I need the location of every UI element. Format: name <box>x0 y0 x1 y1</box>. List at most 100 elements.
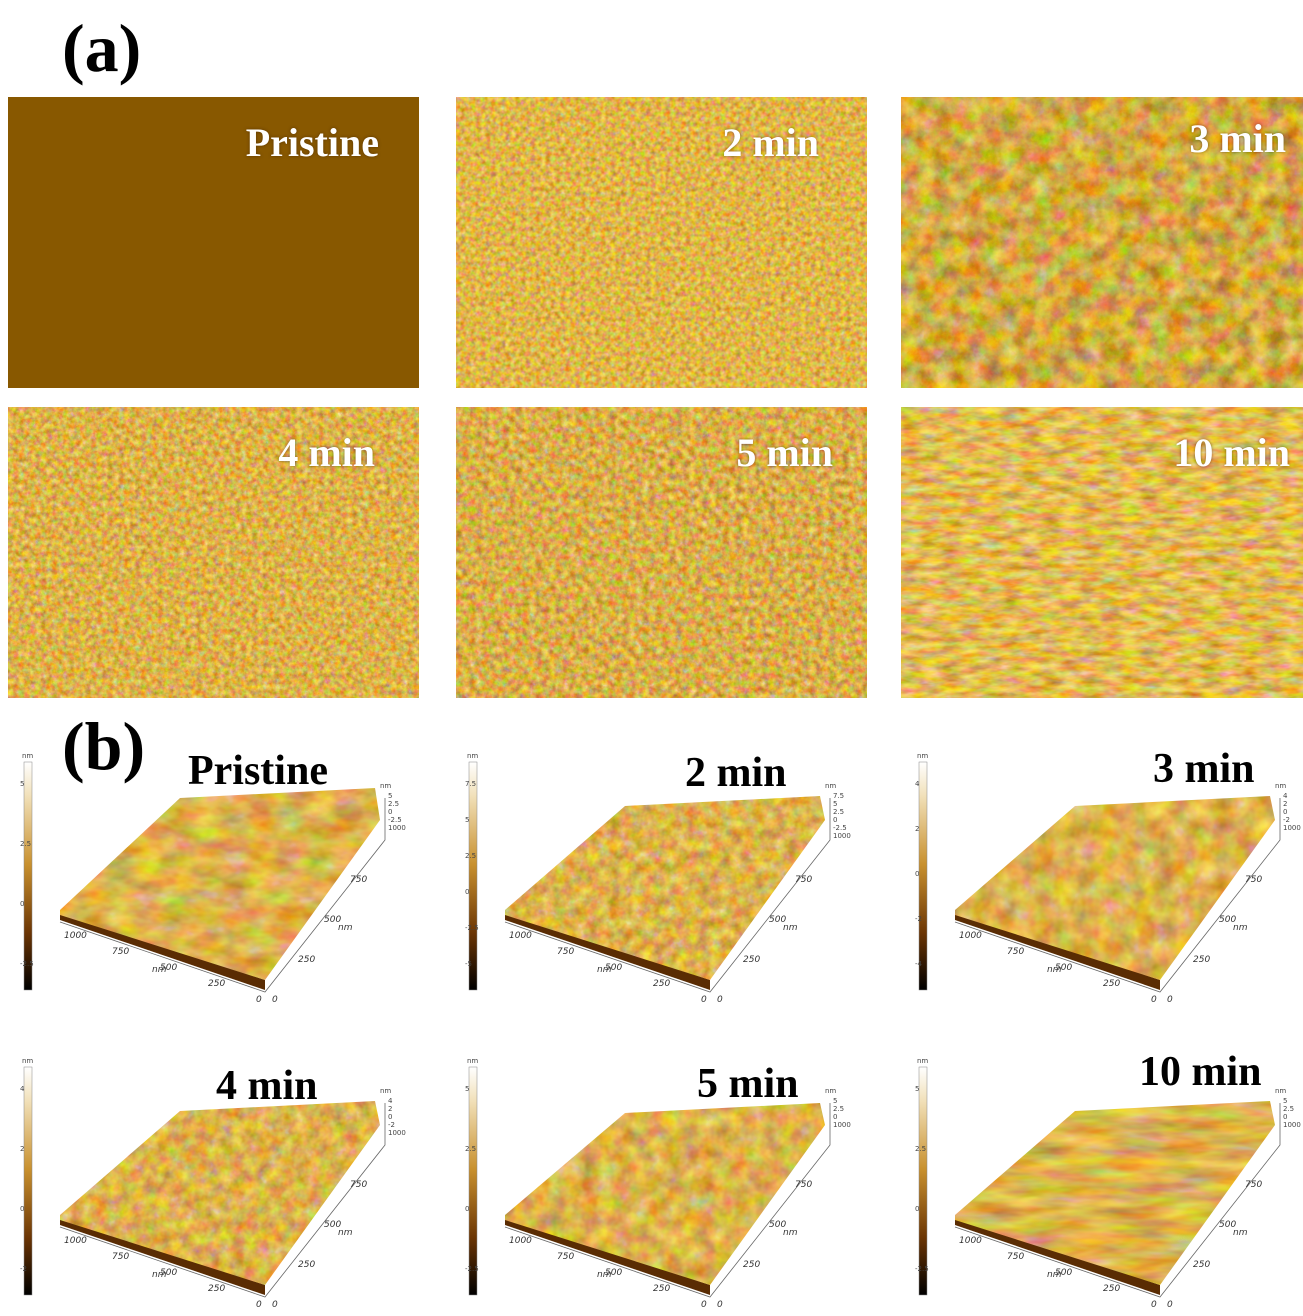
z-axis-unit: nm <box>825 1087 836 1095</box>
plot-label: 5 min <box>697 1061 799 1107</box>
z-tick: 1000 <box>1283 1121 1301 1129</box>
z-tick: 0 <box>833 816 837 824</box>
y-tick: 500 <box>1219 915 1236 925</box>
color-scale-bar <box>468 761 478 991</box>
y-tick: 250 <box>298 955 315 965</box>
plot-label: 3 min <box>1153 746 1255 792</box>
afm-3d-5min: nm 5 2.5 0 -2.5 1000 750 500 250 0 nm 0 250 500 750 nm n… <box>465 1045 855 1315</box>
y-tick: 750 <box>1245 1180 1262 1190</box>
y-axis-unit: nm <box>783 923 798 933</box>
y-axis-unit: nm <box>338 1228 353 1238</box>
surface-plot-svg: nm420-2-410007505002500nm0250500750nmnm4… <box>915 752 1301 1005</box>
scale-tick: -2 <box>915 915 922 923</box>
x-axis-unit: nm <box>597 965 612 975</box>
scale-tick: 0 <box>465 1205 469 1213</box>
scale-unit: nm <box>917 752 928 760</box>
color-scale-bar <box>23 1066 33 1296</box>
y-tick: 0 <box>1167 1300 1173 1310</box>
plot-axes <box>59 1103 386 1298</box>
x-tick: 500 <box>160 1268 177 1278</box>
x-tick: 1000 <box>64 931 87 941</box>
x-tick: 1000 <box>509 1236 532 1246</box>
x-tick: 500 <box>1055 963 1072 973</box>
y-tick: 750 <box>350 1180 367 1190</box>
surface-plot-svg: nm52.50-2.510007505002500nm0250500750nmn… <box>465 1057 851 1310</box>
z-tick: 5 <box>388 792 392 800</box>
scale-tick: -2 <box>20 1265 27 1273</box>
x-tick: 750 <box>112 947 129 957</box>
scale-tick: 5 <box>465 1085 469 1093</box>
z-axis-unit: nm <box>1275 782 1286 790</box>
afm-image-5min: 5 min <box>456 407 867 698</box>
z-tick: -2 <box>388 1121 395 1129</box>
z-tick: 1000 <box>833 1121 851 1129</box>
plot-axes <box>504 1103 831 1298</box>
z-tick: 2.5 <box>833 808 844 816</box>
x-axis-unit: nm <box>152 1270 167 1280</box>
afm-3d-4min: nm 4 2 0 -2 1000 750 500 250 0 nm 0 250 500 750 nm nm 4 2 0… <box>20 1045 410 1315</box>
y-tick: 250 <box>743 1260 760 1270</box>
x-axis-unit: nm <box>152 965 167 975</box>
x-tick: 250 <box>208 1284 225 1294</box>
scale-tick: 2.5 <box>915 1145 926 1153</box>
z-tick: 2.5 <box>833 1105 844 1113</box>
scale-unit: nm <box>917 1057 928 1065</box>
scale-tick: 2.5 <box>20 840 31 848</box>
panel-b-letter: (b) <box>62 708 146 784</box>
y-axis-unit: nm <box>338 923 353 933</box>
afm-3d-10min: nm 5 2.5 0 -2.5 1000 750 500 250 0 nm 0 250 500 750 nm n… <box>915 1045 1303 1315</box>
plot-axes <box>954 1103 1281 1298</box>
scale-tick: 2.5 <box>465 852 476 860</box>
x-tick: 0 <box>256 995 262 1005</box>
surface-plot-svg: nm420-210007505002500nm0250500750nmnm420… <box>20 1057 406 1310</box>
color-scale-bar <box>918 1066 928 1296</box>
z-tick: 0 <box>833 1113 837 1121</box>
z-tick: 2.5 <box>388 800 399 808</box>
y-tick: 0 <box>1167 995 1173 1005</box>
scale-tick: 4 <box>20 1085 25 1093</box>
scale-tick: 7.5 <box>465 780 476 788</box>
x-tick: 250 <box>653 979 670 989</box>
surface-texture <box>60 1101 380 1285</box>
surface-texture <box>60 788 380 980</box>
x-axis-unit: nm <box>1047 965 1062 975</box>
scale-tick: 5 <box>465 816 469 824</box>
surface-texture <box>955 1101 1275 1285</box>
z-tick: 5 <box>833 800 837 808</box>
x-tick: 1000 <box>959 931 982 941</box>
scale-tick: -2.5 <box>20 960 34 968</box>
afm-image-3min: 3 min <box>901 97 1303 388</box>
y-tick: 0 <box>272 995 278 1005</box>
scale-tick: 0 <box>915 1205 919 1213</box>
image-label: 4 min <box>278 430 375 475</box>
plot-axes <box>59 798 386 993</box>
z-tick: 1000 <box>388 824 406 832</box>
y-tick: 250 <box>298 1260 315 1270</box>
z-axis-unit: nm <box>380 782 391 790</box>
z-tick: 0 <box>388 808 392 816</box>
z-tick: 0 <box>388 1113 392 1121</box>
image-label: 2 min <box>722 120 819 165</box>
y-tick: 500 <box>324 915 341 925</box>
x-tick: 1000 <box>959 1236 982 1246</box>
y-tick: 750 <box>1245 875 1262 885</box>
y-tick: 500 <box>769 915 786 925</box>
plot-axes <box>954 798 1281 993</box>
x-tick: 1000 <box>64 1236 87 1246</box>
y-tick: 0 <box>717 1300 723 1310</box>
scale-tick: 0 <box>20 900 24 908</box>
x-tick: 500 <box>1055 1268 1072 1278</box>
scale-tick: 2 <box>20 1145 24 1153</box>
x-axis-unit: nm <box>1047 1270 1062 1280</box>
x-tick: 750 <box>1007 1252 1024 1262</box>
y-axis-unit: nm <box>783 1228 798 1238</box>
surface-plot-svg: nm7.552.50-2.5-510007505002500nm02505007… <box>465 752 851 1005</box>
scale-tick: 4 <box>915 780 920 788</box>
y-tick: 0 <box>717 995 723 1005</box>
z-tick: 0 <box>1283 808 1287 816</box>
x-tick: 250 <box>1103 979 1120 989</box>
x-tick: 500 <box>160 963 177 973</box>
plot-label: 10 min <box>1139 1049 1262 1095</box>
x-axis-unit: nm <box>597 1270 612 1280</box>
x-tick: 0 <box>701 1300 707 1310</box>
